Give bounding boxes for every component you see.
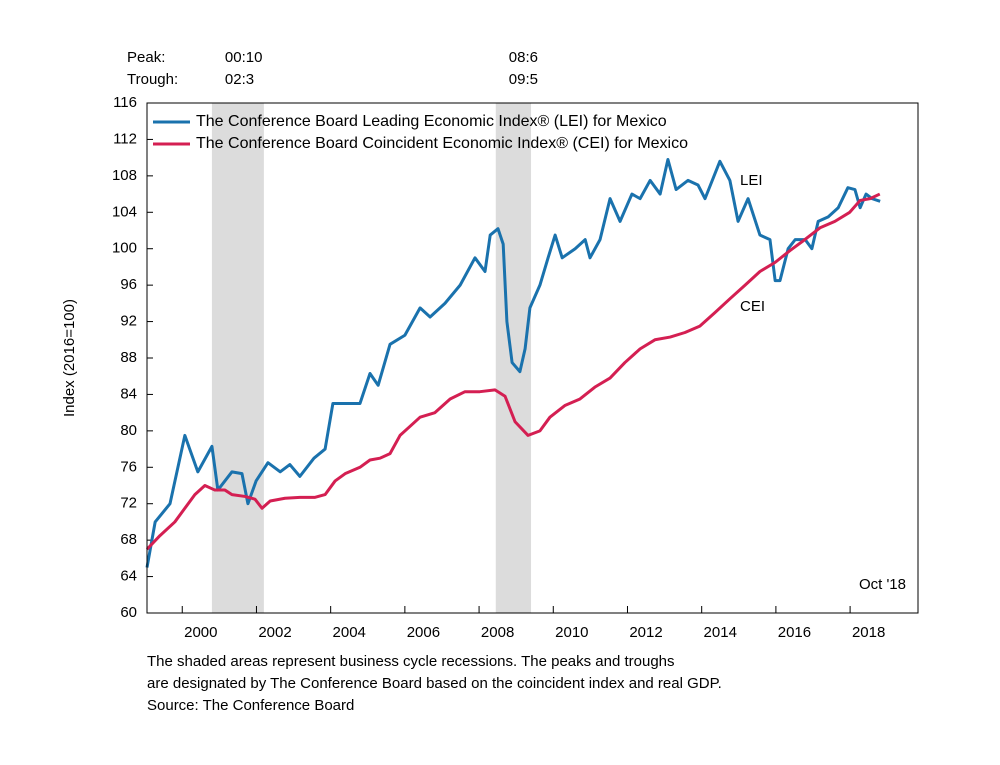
legend-label: The Conference Board Leading Economic In… [196, 113, 667, 130]
series-line [145, 192, 881, 551]
series-line [145, 157, 881, 568]
footnote: are designated by The Conference Board b… [147, 675, 722, 692]
x-tick-label: 2002 [258, 624, 291, 641]
recession-band [495, 103, 532, 613]
recession-trough: 02:3 [225, 71, 254, 88]
x-tick-label: 2016 [778, 624, 811, 641]
y-tick-label: 68 [120, 531, 137, 548]
y-tick-label: 64 [120, 568, 137, 585]
x-tick-label: 2008 [481, 624, 514, 641]
legend-label: The Conference Board Coincident Economic… [196, 135, 688, 152]
recession-trough: 09:5 [509, 71, 538, 88]
y-tick-label: 100 [112, 240, 137, 257]
y-tick-label: 72 [120, 495, 137, 512]
y-tick-label: 104 [112, 203, 137, 220]
trough-label: Trough: [127, 71, 178, 88]
y-tick-label: 60 [120, 604, 137, 621]
y-tick-label: 116 [113, 94, 137, 111]
x-tick-label: 2018 [852, 624, 885, 641]
y-tick-label: 84 [120, 385, 137, 402]
x-tick-label: 2000 [184, 624, 217, 641]
y-tick-label: 96 [120, 276, 137, 293]
y-tick-label: 76 [120, 458, 137, 475]
recession-peak: 08:6 [509, 49, 538, 66]
footnote: Source: The Conference Board [147, 697, 354, 714]
series-label: CEI [740, 298, 765, 315]
y-tick-label: 112 [113, 130, 137, 147]
x-tick-label: 2012 [629, 624, 662, 641]
footnote: The shaded areas represent business cycl… [147, 653, 675, 670]
peak-label: Peak: [127, 49, 165, 66]
recession-peak: 00:10 [225, 49, 263, 66]
x-tick-label: 2004 [333, 624, 366, 641]
x-tick-label: 2014 [704, 624, 737, 641]
y-tick-label: 88 [120, 349, 137, 366]
recession-band [211, 103, 264, 613]
y-tick-label: 108 [112, 167, 137, 184]
y-axis-label: Index (2016=100) [61, 299, 78, 417]
series-label: LEI [740, 172, 763, 189]
y-tick-label: 92 [120, 313, 137, 330]
plot-frame [146, 102, 919, 614]
x-tick-label: 2006 [407, 624, 440, 641]
y-tick-label: 80 [120, 422, 137, 439]
date-note: Oct '18 [859, 576, 906, 593]
x-tick-label: 2010 [555, 624, 588, 641]
